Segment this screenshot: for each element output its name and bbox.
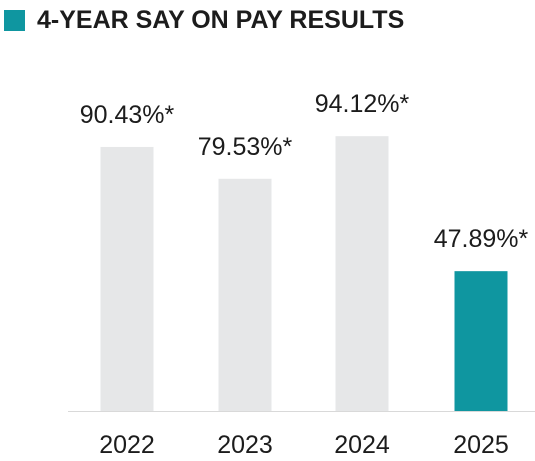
bar-2024 [335, 136, 389, 411]
data-label-2022: 90.43%* [80, 101, 175, 129]
bar-2025 [454, 271, 508, 411]
data-label-2025: 47.89%* [434, 225, 529, 253]
bar-2022 [100, 146, 154, 411]
title-marker-square [4, 9, 25, 31]
data-label-2023: 79.53%* [198, 133, 293, 161]
chart-title-row: 4-YEAR SAY ON PAY RESULTS [4, 4, 404, 36]
chart-title: 4-YEAR SAY ON PAY RESULTS [37, 5, 405, 34]
bar-2023 [218, 178, 272, 411]
x-tick-label-2023: 2023 [217, 431, 273, 459]
x-tick-label-2025: 2025 [453, 431, 509, 459]
data-label-2024: 94.12%* [315, 90, 410, 118]
x-tick-label-2024: 2024 [334, 431, 390, 459]
x-tick-label-2022: 2022 [99, 431, 155, 459]
